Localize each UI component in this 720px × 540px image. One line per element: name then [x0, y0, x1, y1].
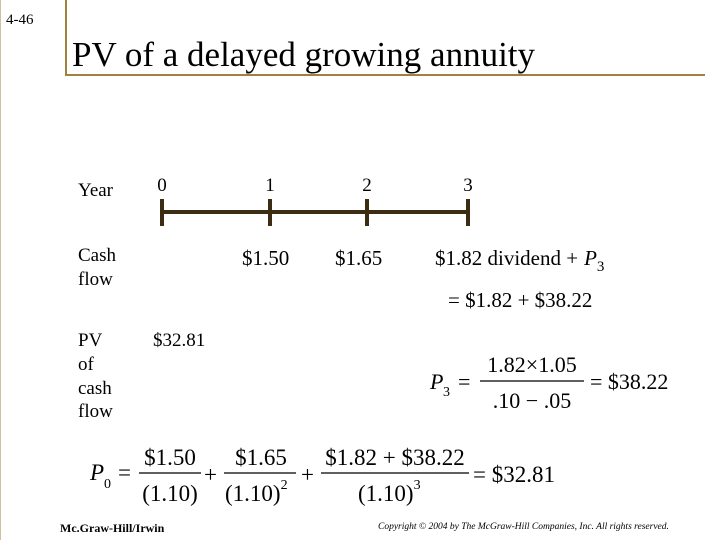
row-label: Cash	[78, 245, 117, 266]
row-label: flow	[78, 401, 113, 422]
subscript: 3	[443, 385, 450, 400]
denominator-base: (1.10)	[225, 481, 281, 506]
terminal-note: = $1.82 + $38.22	[448, 288, 592, 312]
formula-p3: P 3 = 1.82×1.05 .10 − .05 = $38.22	[429, 352, 668, 413]
exponent: 3	[414, 478, 421, 493]
cash-flow-text: $1.82 dividend +	[435, 246, 578, 270]
denominator: (1.10)3	[358, 478, 421, 506]
plus: +	[301, 462, 314, 487]
cash-flow: $1.50	[242, 246, 289, 270]
row-label: PV	[78, 330, 103, 351]
result: = $32.81	[473, 462, 555, 487]
timeline	[160, 199, 470, 226]
numerator: $1.65	[235, 445, 287, 470]
symbol: P	[89, 460, 104, 485]
publisher: Mc.Graw-Hill/Irwin	[60, 521, 165, 535]
subscript: 0	[104, 477, 111, 492]
numerator: $1.82 + $38.22	[325, 445, 464, 470]
formula-p0: P 0 = $1.50 (1.10) + $1.65 (1.10)2 + $1.…	[89, 445, 555, 506]
year-label: 0	[157, 175, 167, 196]
exponent: 2	[281, 478, 288, 493]
symbol: P	[583, 246, 597, 270]
year-label: 1	[265, 175, 275, 196]
denominator-base: (1.10)	[358, 481, 414, 506]
pv-value: $32.81	[153, 330, 205, 351]
slide-number: 4-46	[6, 12, 34, 28]
denominator: (1.10)	[142, 481, 198, 506]
cash-flow: $1.82 dividend + P3	[435, 246, 604, 275]
numerator: $1.50	[144, 445, 196, 470]
copyright: Copyright © 2004 by The McGraw-Hill Comp…	[378, 521, 669, 532]
slide-title: PV of a delayed growing annuity	[72, 35, 536, 74]
row-label: Year	[78, 180, 114, 201]
row-label: cash	[78, 378, 112, 399]
cash-flow: $1.65	[335, 246, 382, 270]
symbol: P	[429, 369, 443, 394]
equals: =	[118, 460, 131, 485]
equals: =	[458, 369, 470, 394]
subscript: 3	[597, 259, 605, 275]
plus: +	[204, 462, 217, 487]
year-label: 2	[362, 175, 372, 196]
row-label: flow	[78, 269, 113, 290]
denominator: (1.10)2	[225, 478, 288, 506]
denominator: .10 − .05	[493, 388, 571, 413]
result: = $38.22	[590, 369, 668, 394]
year-label: 3	[463, 175, 473, 196]
row-label: of	[78, 354, 95, 375]
numerator: 1.82×1.05	[487, 352, 576, 377]
